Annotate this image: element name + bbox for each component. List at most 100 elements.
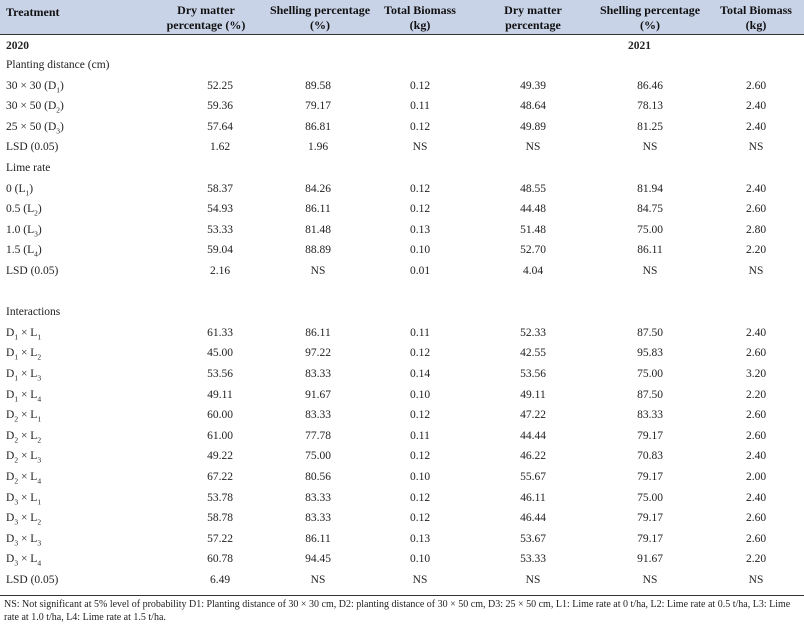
table-cell: 53.33 bbox=[520, 553, 546, 566]
table-cell: 0.13 bbox=[409, 223, 431, 236]
row-label: LSD (0.05) bbox=[6, 263, 58, 279]
row-label-text: LSD (0.05) bbox=[6, 265, 59, 277]
row-label: D2 × L2 bbox=[6, 428, 41, 448]
row-label-text: D bbox=[6, 532, 15, 545]
row-label-subscript: 4 bbox=[37, 476, 42, 486]
table-cell: 53.56 bbox=[520, 368, 546, 380]
row-label: D1 × L1 bbox=[6, 325, 41, 345]
table-cell: 0.11 bbox=[410, 429, 430, 442]
table-cell: 2.40 bbox=[745, 326, 767, 339]
row-label-text: D bbox=[6, 491, 15, 504]
table-cell: 83.33 bbox=[637, 409, 663, 422]
table-cell: NS bbox=[310, 574, 326, 586]
table-cell: NS bbox=[642, 574, 658, 586]
col-shelling-2020-header: Shelling percentage (%) bbox=[269, 3, 371, 32]
row-label-text: 1.5 (L bbox=[6, 244, 35, 257]
table-cell: 49.89 bbox=[520, 120, 546, 133]
table-cell: 53.67 bbox=[520, 532, 546, 545]
row-label-subscript: 4 bbox=[37, 558, 42, 568]
row-label-operator: × L bbox=[18, 409, 38, 422]
table-cell: NS bbox=[748, 265, 764, 277]
table-cell: 6.49 bbox=[209, 574, 231, 586]
table-cell: 2.60 bbox=[745, 347, 767, 360]
row-label-subscript: 2 bbox=[14, 476, 19, 486]
table-cell: 2.16 bbox=[209, 265, 231, 277]
table-cell: 60.78 bbox=[207, 553, 233, 566]
table-cell: 58.78 bbox=[207, 512, 233, 525]
table-cell: 49.22 bbox=[207, 450, 233, 463]
table-cell: NS bbox=[642, 265, 658, 277]
row-label-text: 30 × 30 (D bbox=[6, 79, 57, 92]
table-cell: 3.20 bbox=[745, 368, 767, 380]
row-label-tail: ) bbox=[29, 182, 34, 195]
row-label-subscript: 1 bbox=[37, 332, 42, 342]
row-label: 1.0 (L3) bbox=[6, 222, 42, 242]
row-label: 25 × 50 (D3) bbox=[6, 119, 64, 139]
row-label-text: 1.0 (L bbox=[6, 223, 35, 236]
table-cell: 83.33 bbox=[305, 491, 331, 504]
table-cell: 52.33 bbox=[520, 326, 546, 339]
col-shelling-2021-header: Shelling percentage (%) bbox=[599, 3, 701, 32]
table-cell: 79.17 bbox=[637, 532, 663, 545]
table-cell: 77.78 bbox=[305, 429, 331, 442]
row-label-operator: × L bbox=[18, 326, 38, 339]
col-treatment-header: Treatment bbox=[6, 5, 60, 19]
table-cell: 86.46 bbox=[637, 79, 663, 92]
row-label-text: 0.5 (L bbox=[6, 203, 35, 216]
row-label-text: D bbox=[6, 471, 15, 483]
row-label-subscript: 2 bbox=[56, 105, 60, 115]
col-dry-matter-2020-header: Dry matter percentage (%) bbox=[166, 3, 246, 32]
row-label: D3 × L1 bbox=[6, 490, 41, 510]
bottom-rule bbox=[0, 595, 804, 596]
row-label-subscript: 2 bbox=[14, 414, 19, 424]
table-cell: NS bbox=[412, 574, 428, 586]
table-cell: 83.33 bbox=[305, 512, 331, 525]
section-heading: Interactions bbox=[6, 306, 61, 319]
row-label-subscript: 1 bbox=[37, 496, 42, 506]
table-cell: 57.22 bbox=[207, 532, 233, 545]
row-label-operator: × L bbox=[18, 450, 38, 463]
table-cell: 91.67 bbox=[305, 388, 331, 401]
row-label-subscript: 1 bbox=[25, 187, 30, 197]
row-label: D3 × L3 bbox=[6, 531, 41, 551]
row-label-text: D bbox=[6, 450, 15, 463]
table-cell: 2.40 bbox=[745, 450, 767, 463]
row-label-text: D bbox=[6, 409, 15, 422]
table-cell: 53.33 bbox=[207, 223, 233, 236]
header-rule bbox=[0, 34, 804, 35]
table-cell: 2.40 bbox=[745, 100, 767, 113]
table-cell: 75.00 bbox=[305, 450, 331, 463]
table-cell: 2.60 bbox=[745, 512, 767, 525]
table-cell: 0.12 bbox=[409, 182, 431, 195]
row-label-subscript: 2 bbox=[34, 208, 38, 218]
row-label-text: D bbox=[6, 326, 15, 339]
row-label-subscript: 2 bbox=[14, 455, 19, 465]
table-cell: 2.20 bbox=[745, 553, 767, 566]
row-label: 30 × 50 (D2) bbox=[6, 98, 64, 118]
row-label-subscript: 3 bbox=[14, 517, 19, 527]
row-label-subscript: 3 bbox=[37, 455, 42, 465]
table-cell: 0.10 bbox=[409, 388, 431, 401]
row-label-subscript: 2 bbox=[14, 435, 19, 445]
row-label-subscript: 3 bbox=[14, 538, 19, 548]
row-label-subscript: 4 bbox=[34, 249, 38, 259]
table-cell: 0.14 bbox=[409, 368, 431, 380]
row-label-operator: × L bbox=[18, 512, 38, 525]
row-label-operator: × L bbox=[18, 429, 38, 442]
table-cell: 67.22 bbox=[207, 471, 233, 483]
table-cell: 79.17 bbox=[305, 100, 331, 113]
row-label-tail: ) bbox=[60, 100, 64, 113]
table-cell: 2.60 bbox=[745, 409, 767, 422]
table-cell: 81.25 bbox=[637, 120, 663, 133]
table-cell: 81.48 bbox=[305, 223, 331, 236]
row-label-text: D bbox=[6, 368, 15, 380]
table-cell: 0.12 bbox=[409, 79, 431, 92]
table-cell: 49.39 bbox=[520, 79, 546, 92]
table-cell: 0.12 bbox=[409, 450, 431, 463]
table-cell: 2.20 bbox=[745, 388, 767, 401]
table-cell: 70.83 bbox=[637, 450, 663, 463]
table-cell: 46.44 bbox=[520, 512, 546, 525]
row-label-subscript: 1 bbox=[14, 373, 19, 383]
table-cell: 89.58 bbox=[305, 79, 331, 92]
